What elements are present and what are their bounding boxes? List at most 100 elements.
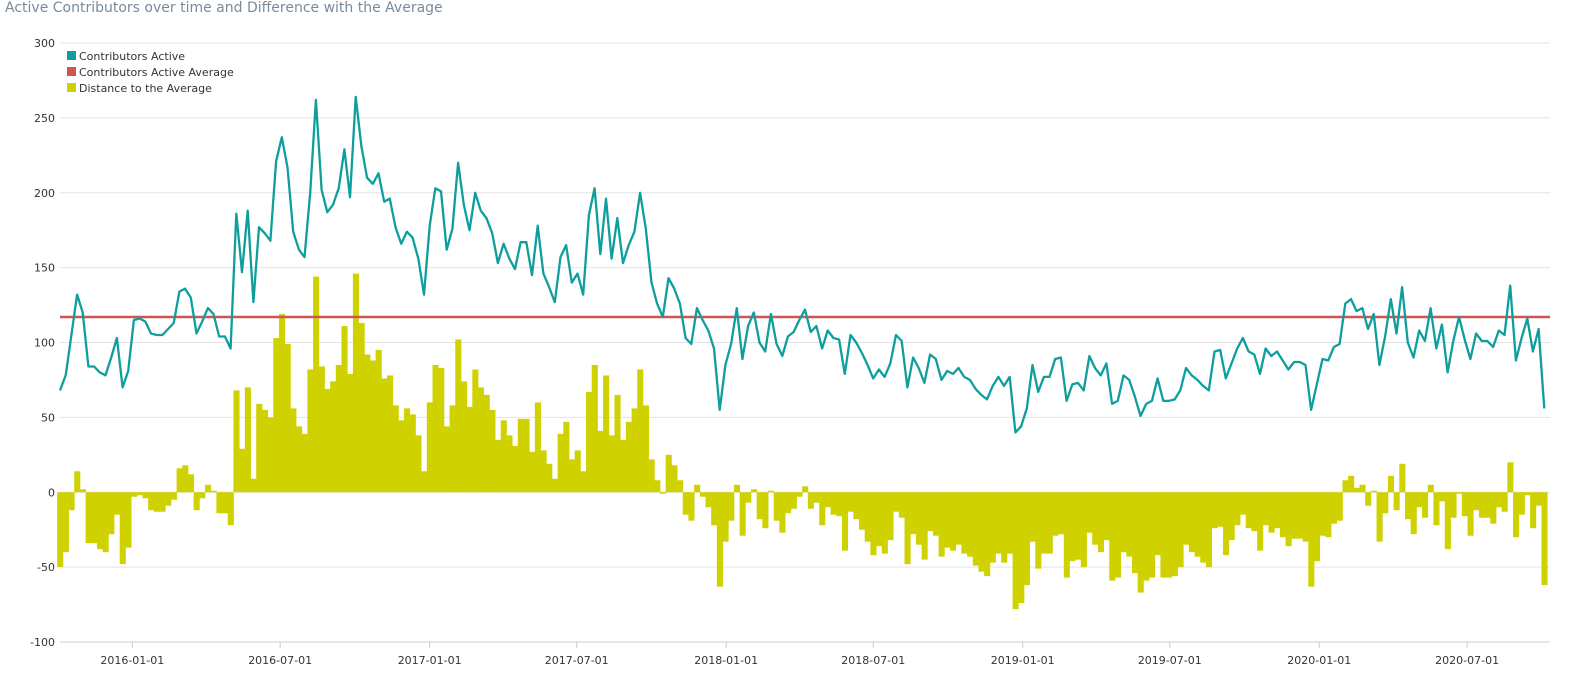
distance-bar <box>620 439 627 493</box>
distance-bar <box>1234 492 1241 526</box>
distance-bar <box>1518 492 1525 515</box>
distance-bar <box>1279 492 1286 538</box>
distance-bar <box>847 492 854 512</box>
distance-bar <box>261 409 268 493</box>
distance-bar <box>944 492 951 548</box>
distance-bar <box>1257 492 1264 551</box>
distance-bar <box>421 471 428 493</box>
distance-bar <box>1126 492 1133 557</box>
distance-bar <box>426 402 433 493</box>
distance-bar <box>1353 487 1360 493</box>
distance-bar <box>750 489 758 493</box>
distance-bar <box>79 489 86 493</box>
distance-bar <box>1177 492 1184 568</box>
distance-bar <box>1399 463 1406 493</box>
distance-bar <box>1393 492 1400 511</box>
distance-bar <box>307 369 314 493</box>
distance-bar <box>967 492 974 557</box>
legend-item[interactable]: Contributors Active Average <box>67 66 234 79</box>
distance-bar <box>1308 492 1315 587</box>
legend-item[interactable]: Contributors Active <box>67 50 185 63</box>
distance-bar <box>142 492 149 499</box>
distance-bar <box>176 468 183 493</box>
distance-bar <box>699 492 706 497</box>
distance-bar <box>1325 492 1332 538</box>
distance-bar <box>921 492 928 560</box>
distance-bar <box>227 492 234 526</box>
distance-bar <box>898 492 905 518</box>
distance-bar <box>631 408 638 493</box>
distance-bar <box>392 405 399 493</box>
y-tick-label: 50 <box>41 411 55 424</box>
distance-bar <box>114 492 121 515</box>
distance-bar <box>381 378 388 493</box>
distance-bar <box>313 276 320 493</box>
distance-bar <box>1302 492 1309 542</box>
distance-bar <box>159 492 166 512</box>
distance-bar <box>796 492 803 497</box>
distance-bar <box>1132 492 1139 574</box>
distance-bar <box>546 463 553 493</box>
distance-bar <box>1029 492 1036 542</box>
distance-bar <box>603 375 610 493</box>
distance-bar <box>1217 492 1224 527</box>
legend: Contributors Active Contributors Active A… <box>67 50 234 95</box>
distance-bar <box>1370 490 1377 493</box>
distance-bar <box>387 375 394 493</box>
distance-bar <box>597 430 604 493</box>
legend-swatch <box>67 51 76 60</box>
distance-bar <box>483 394 490 493</box>
distance-bar <box>580 471 587 493</box>
distance-bar <box>1240 492 1247 515</box>
distance-bar <box>802 486 809 493</box>
distance-bar <box>1319 492 1326 536</box>
distance-bar <box>460 381 468 493</box>
distance-bar <box>210 490 217 493</box>
distance-bar <box>813 492 820 503</box>
distance-bar <box>853 492 860 520</box>
distance-bar <box>1023 492 1031 586</box>
distance-bar <box>1422 492 1429 518</box>
distance-bar <box>836 492 843 517</box>
distance-bar <box>711 492 718 526</box>
distance-bar <box>466 406 473 493</box>
distance-bar <box>57 492 64 568</box>
distance-bar <box>614 394 621 493</box>
distance-bar <box>1058 492 1065 535</box>
distance-bar <box>182 465 189 493</box>
x-tick-label: 2019-07-01 <box>1138 654 1202 667</box>
distance-bar <box>1228 492 1235 541</box>
distance-bar <box>68 492 75 511</box>
legend-swatch <box>67 67 76 76</box>
distance-bar <box>1331 492 1338 524</box>
distance-bar <box>517 418 524 493</box>
distance-bar <box>352 273 359 493</box>
distance-bar <box>1160 492 1167 578</box>
distance-bar <box>216 492 223 514</box>
distance-bar <box>222 492 229 514</box>
distance-bar <box>824 492 831 508</box>
distance-bar <box>608 435 615 493</box>
x-tick-label: 2018-07-01 <box>841 654 905 667</box>
distance-bar <box>654 480 661 493</box>
distance-bar <box>563 421 570 493</box>
distance-bar <box>984 492 991 577</box>
distance-bar <box>1507 462 1514 493</box>
x-tick-label: 2017-01-01 <box>398 654 462 667</box>
distance-bar <box>1137 492 1144 593</box>
distance-bar <box>1075 492 1082 560</box>
distance-bars <box>57 273 1548 610</box>
distance-bar <box>1120 492 1127 553</box>
distance-bar <box>1313 492 1321 562</box>
distance-bar <box>1291 492 1298 539</box>
distance-bar <box>529 451 536 493</box>
legend-item[interactable]: Distance to the Average <box>67 82 212 95</box>
distance-bar <box>682 492 689 515</box>
distance-bar <box>534 402 541 493</box>
distance-bar <box>1086 492 1093 533</box>
y-tick-label: 250 <box>34 112 55 125</box>
distance-bar <box>148 492 155 511</box>
distance-bar <box>722 492 729 542</box>
distance-bar <box>153 492 160 512</box>
distance-bar <box>779 492 786 533</box>
